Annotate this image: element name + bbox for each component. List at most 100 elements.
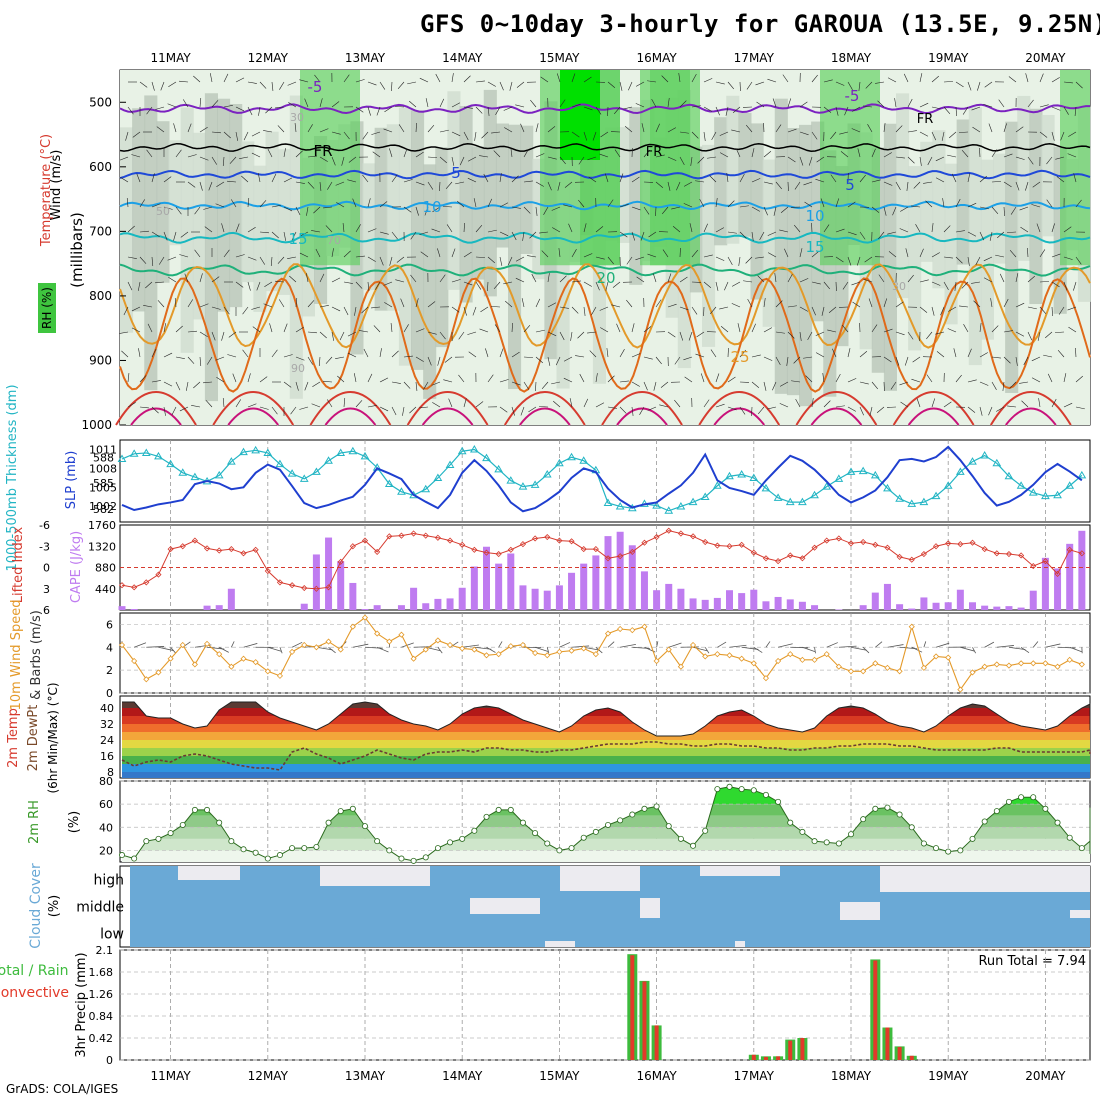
thickness-point — [555, 458, 564, 467]
wind-barb — [539, 406, 549, 408]
wind-barb — [227, 180, 237, 183]
wind-barb — [299, 406, 309, 410]
wind-barb — [552, 227, 561, 233]
wind-barb — [563, 356, 573, 362]
wind-speed-point — [374, 630, 381, 637]
wind-barb — [919, 73, 923, 83]
wind-barb — [355, 106, 364, 113]
precip-convective-bar — [873, 960, 878, 1060]
day-label-bottom: 12MAY — [248, 1069, 289, 1083]
wind-barb — [990, 298, 993, 308]
wind-speed-point — [1078, 661, 1085, 668]
wind-barb — [463, 106, 473, 109]
wind-barb — [163, 176, 172, 183]
wind-barb — [343, 281, 353, 284]
rh-point — [617, 817, 624, 824]
wind-barb — [535, 153, 545, 158]
wind-speed-point — [847, 668, 855, 675]
thickness-point — [336, 448, 346, 456]
wind-barb — [595, 256, 605, 260]
rh-tick-label: 60 — [99, 798, 113, 811]
wind-barb — [727, 200, 735, 208]
wind-barb — [367, 106, 371, 116]
thickness-point — [506, 476, 516, 484]
thickness-point — [785, 497, 795, 506]
wind-barb — [763, 327, 773, 333]
wind-barb — [199, 331, 208, 338]
lifted-index-point — [434, 534, 441, 541]
wind-barb — [541, 250, 549, 258]
wind-barb — [991, 356, 1001, 359]
wind-barb — [1063, 281, 1068, 291]
wind-barb — [763, 298, 766, 308]
wind-barb — [515, 104, 525, 108]
wind-barb — [674, 356, 681, 365]
cloud-clear-gap — [178, 866, 240, 880]
wind-barb — [815, 352, 825, 358]
wind-barb — [504, 127, 513, 133]
wind-barb — [348, 156, 357, 163]
wind-barb — [655, 181, 664, 189]
wind-barb — [1051, 131, 1055, 141]
wind-barb — [639, 406, 645, 415]
wind-barb — [895, 125, 903, 133]
precip-convective-bar — [751, 1054, 756, 1060]
rh-point — [240, 846, 247, 853]
wind-barb — [1051, 281, 1060, 288]
rh-point — [1018, 794, 1025, 801]
wind-barb — [835, 228, 845, 233]
wind-barb — [859, 406, 864, 416]
rh-point — [738, 786, 745, 793]
rh-point — [325, 819, 332, 826]
wind-barb — [1031, 356, 1041, 362]
wind-barb — [139, 81, 148, 88]
isotherm-line — [119, 263, 1091, 277]
cape-bar — [762, 601, 770, 610]
wind-barb — [343, 131, 350, 140]
rh-shade — [362, 163, 376, 291]
wind-speed-point — [495, 651, 502, 658]
wind-barb — [352, 198, 357, 208]
wind-barb — [151, 380, 161, 383]
wind-barb — [290, 406, 297, 415]
wind-barb — [211, 156, 218, 165]
wind-barb — [595, 373, 598, 383]
thickness-point — [870, 470, 880, 479]
wind-barb — [814, 647, 816, 654]
wind-barb — [767, 78, 777, 83]
wind-barb — [683, 203, 693, 208]
wind-barb — [199, 126, 208, 133]
wind-barb — [221, 223, 225, 233]
wind-barb — [683, 181, 693, 187]
wind-barb — [463, 251, 472, 258]
rh-shade — [883, 123, 897, 391]
cape-bar — [677, 588, 685, 610]
wind-barb — [787, 273, 793, 283]
wind-barb — [1039, 281, 1049, 283]
wind-barb — [295, 356, 305, 361]
warm-isotherm-arch — [892, 391, 975, 426]
wind-barb — [631, 381, 640, 387]
cape-bar — [896, 604, 904, 610]
rh-point — [835, 840, 842, 847]
wind-barb — [795, 398, 801, 408]
wind-barb — [595, 646, 603, 654]
thickness-point — [457, 446, 467, 455]
cape-bar — [397, 605, 405, 610]
wind-barb — [419, 406, 429, 409]
wind-barb — [223, 306, 230, 315]
wind-barb — [883, 328, 893, 333]
wind-speed-point — [908, 623, 915, 630]
rh-point — [920, 840, 927, 847]
wind-barb — [691, 306, 698, 315]
thickness-point — [275, 459, 285, 468]
rh-shade — [1029, 108, 1043, 305]
wind-barb — [445, 181, 453, 189]
rh-point — [714, 786, 721, 793]
wind-speed-point — [167, 655, 174, 662]
wind-barb — [979, 231, 985, 241]
wind-barb — [427, 125, 435, 133]
wind-barb — [614, 149, 621, 158]
lifted-index-point — [446, 537, 454, 544]
wind-barb — [194, 206, 201, 215]
